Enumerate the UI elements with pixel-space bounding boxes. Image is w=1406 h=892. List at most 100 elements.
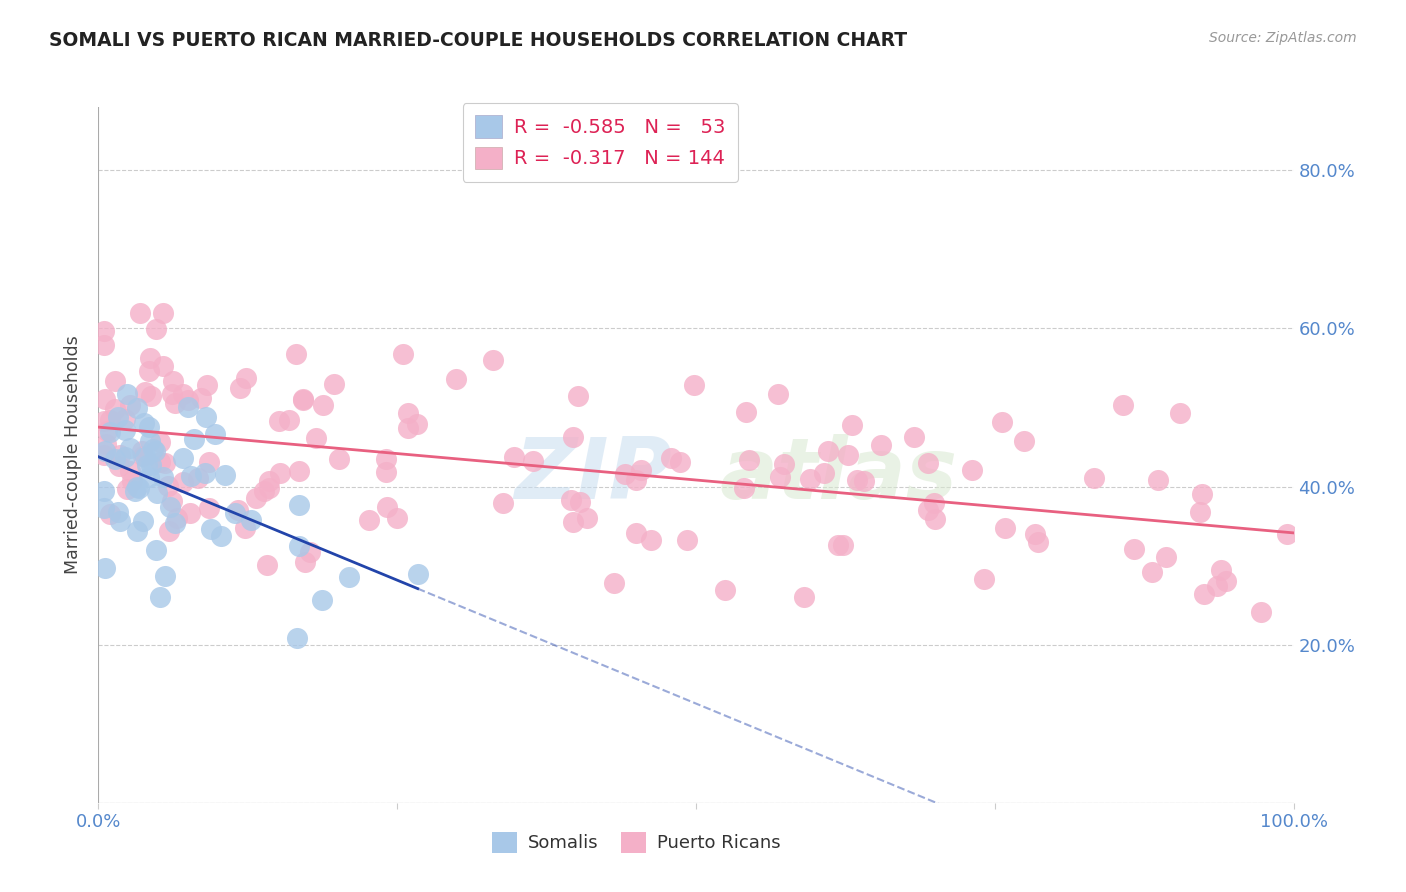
Point	[311, 593, 333, 607]
Point	[93, 444, 115, 458]
Point	[1026, 535, 1049, 549]
Point	[841, 418, 863, 433]
Point	[172, 475, 194, 489]
Point	[396, 421, 419, 435]
Point	[115, 482, 138, 496]
Point	[391, 347, 413, 361]
Point	[312, 398, 335, 412]
Point	[337, 570, 360, 584]
Point	[285, 631, 308, 645]
Point	[1250, 605, 1272, 619]
Point	[773, 458, 796, 472]
Point	[183, 433, 205, 447]
Point	[305, 431, 328, 445]
Point	[139, 434, 162, 448]
Point	[1215, 574, 1237, 589]
Point	[385, 511, 408, 525]
Text: ZIP: ZIP	[515, 434, 672, 517]
Text: atlas: atlas	[720, 434, 957, 517]
Point	[769, 470, 792, 484]
Point	[1123, 541, 1146, 556]
Point	[669, 455, 692, 469]
Point	[149, 455, 172, 469]
Point	[482, 353, 505, 368]
Point	[832, 538, 855, 552]
Point	[93, 414, 115, 428]
Point	[128, 481, 150, 495]
Point	[624, 525, 647, 540]
Point	[630, 463, 652, 477]
Point	[114, 450, 136, 464]
Point	[1156, 550, 1178, 565]
Point	[179, 506, 201, 520]
Point	[492, 496, 515, 510]
Point	[155, 456, 177, 470]
Point	[640, 533, 662, 547]
Point	[922, 496, 945, 510]
Point	[157, 478, 180, 492]
Point	[852, 474, 875, 488]
Point	[285, 347, 308, 361]
Point	[93, 338, 115, 352]
Point	[294, 555, 316, 569]
Point	[1083, 471, 1105, 485]
Point	[204, 427, 226, 442]
Point	[152, 305, 174, 319]
Point	[233, 521, 256, 535]
Point	[132, 449, 155, 463]
Point	[118, 441, 141, 455]
Point	[676, 533, 699, 548]
Point	[924, 512, 946, 526]
Point	[991, 415, 1014, 429]
Point	[139, 389, 162, 403]
Point	[576, 511, 599, 525]
Point	[626, 473, 648, 487]
Point	[1189, 505, 1212, 519]
Point	[108, 458, 131, 473]
Point	[114, 412, 136, 426]
Point	[235, 370, 257, 384]
Point	[121, 474, 143, 488]
Point	[145, 543, 167, 558]
Point	[153, 568, 176, 582]
Point	[172, 387, 194, 401]
Point	[160, 386, 183, 401]
Point	[198, 455, 221, 469]
Point	[733, 481, 755, 495]
Point	[1192, 587, 1215, 601]
Point	[837, 448, 859, 462]
Point	[194, 466, 217, 480]
Point	[257, 482, 280, 496]
Point	[917, 456, 939, 470]
Point	[917, 502, 939, 516]
Point	[323, 376, 346, 391]
Point	[614, 467, 637, 482]
Point	[94, 561, 117, 575]
Point	[903, 430, 925, 444]
Point	[93, 448, 115, 462]
Point	[734, 405, 756, 419]
Text: SOMALI VS PUERTO RICAN MARRIED-COUPLE HOUSEHOLDS CORRELATION CHART: SOMALI VS PUERTO RICAN MARRIED-COUPLE HO…	[49, 31, 907, 50]
Point	[396, 406, 419, 420]
Point	[107, 505, 129, 519]
Point	[292, 393, 315, 408]
Point	[104, 401, 127, 416]
Point	[561, 429, 583, 443]
Point	[124, 484, 146, 499]
Point	[269, 414, 291, 428]
Point	[813, 467, 835, 481]
Point	[100, 425, 122, 440]
Text: Source: ZipAtlas.com: Source: ZipAtlas.com	[1209, 31, 1357, 45]
Point	[522, 454, 544, 468]
Legend: Somalis, Puerto Ricans: Somalis, Puerto Ricans	[485, 824, 787, 860]
Point	[104, 374, 127, 388]
Point	[159, 500, 181, 514]
Point	[1014, 434, 1036, 448]
Point	[127, 480, 149, 494]
Point	[93, 325, 115, 339]
Point	[187, 471, 209, 485]
Point	[200, 522, 222, 536]
Point	[145, 486, 167, 500]
Point	[288, 498, 311, 512]
Point	[870, 438, 893, 452]
